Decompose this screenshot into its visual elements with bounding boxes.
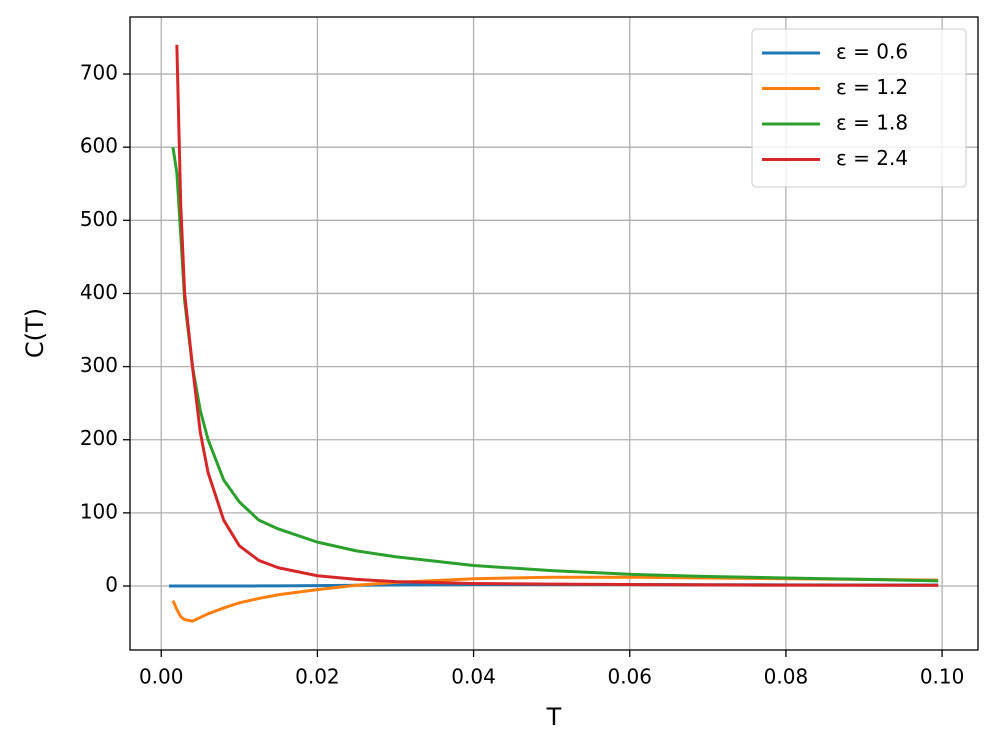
series-line: [171, 575, 939, 623]
y-tick-label: 500: [80, 207, 118, 231]
x-tick-label: 0.08: [764, 665, 809, 689]
series-line: [175, 44, 939, 587]
x-axis-label: T: [546, 703, 562, 731]
plot-frame: [129, 16, 979, 651]
y-tick-label: 200: [80, 426, 118, 450]
y-tick-label: 400: [80, 280, 118, 304]
series-line: [171, 146, 939, 583]
x-tick-label: 0.10: [920, 665, 965, 689]
legend-label: ε = 2.4: [836, 146, 908, 170]
y-tick-label: 100: [80, 499, 118, 523]
legend: ε = 0.6 ε = 1.2 ε = 1.8 ε = 2.4: [751, 28, 967, 188]
y-tick-label: 600: [80, 134, 118, 158]
y-tick-label: 700: [80, 61, 118, 85]
legend-label: ε = 1.2: [836, 75, 908, 99]
legend-box: [751, 28, 967, 188]
x-tick-label: 0.00: [139, 665, 184, 689]
legend-label: ε = 0.6: [836, 40, 908, 64]
y-tick-label: 300: [80, 353, 118, 377]
y-tick-label: 0: [105, 573, 118, 597]
x-tick-label: 0.04: [451, 665, 496, 689]
legend-label: ε = 1.8: [836, 111, 908, 135]
x-tick-label: 0.06: [607, 665, 652, 689]
x-tick-label: 0.02: [295, 665, 340, 689]
y-axis-label: C(T): [21, 308, 49, 358]
